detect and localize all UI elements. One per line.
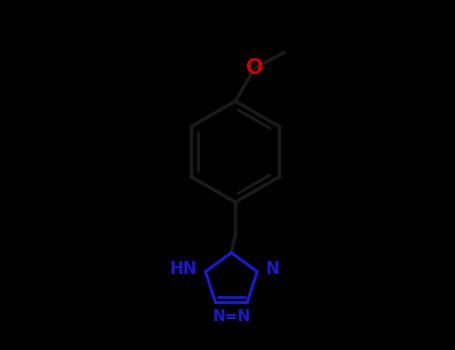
Text: O: O xyxy=(246,58,263,78)
Text: N=N: N=N xyxy=(212,309,251,324)
Text: N: N xyxy=(265,260,279,278)
Text: HN: HN xyxy=(169,260,197,278)
